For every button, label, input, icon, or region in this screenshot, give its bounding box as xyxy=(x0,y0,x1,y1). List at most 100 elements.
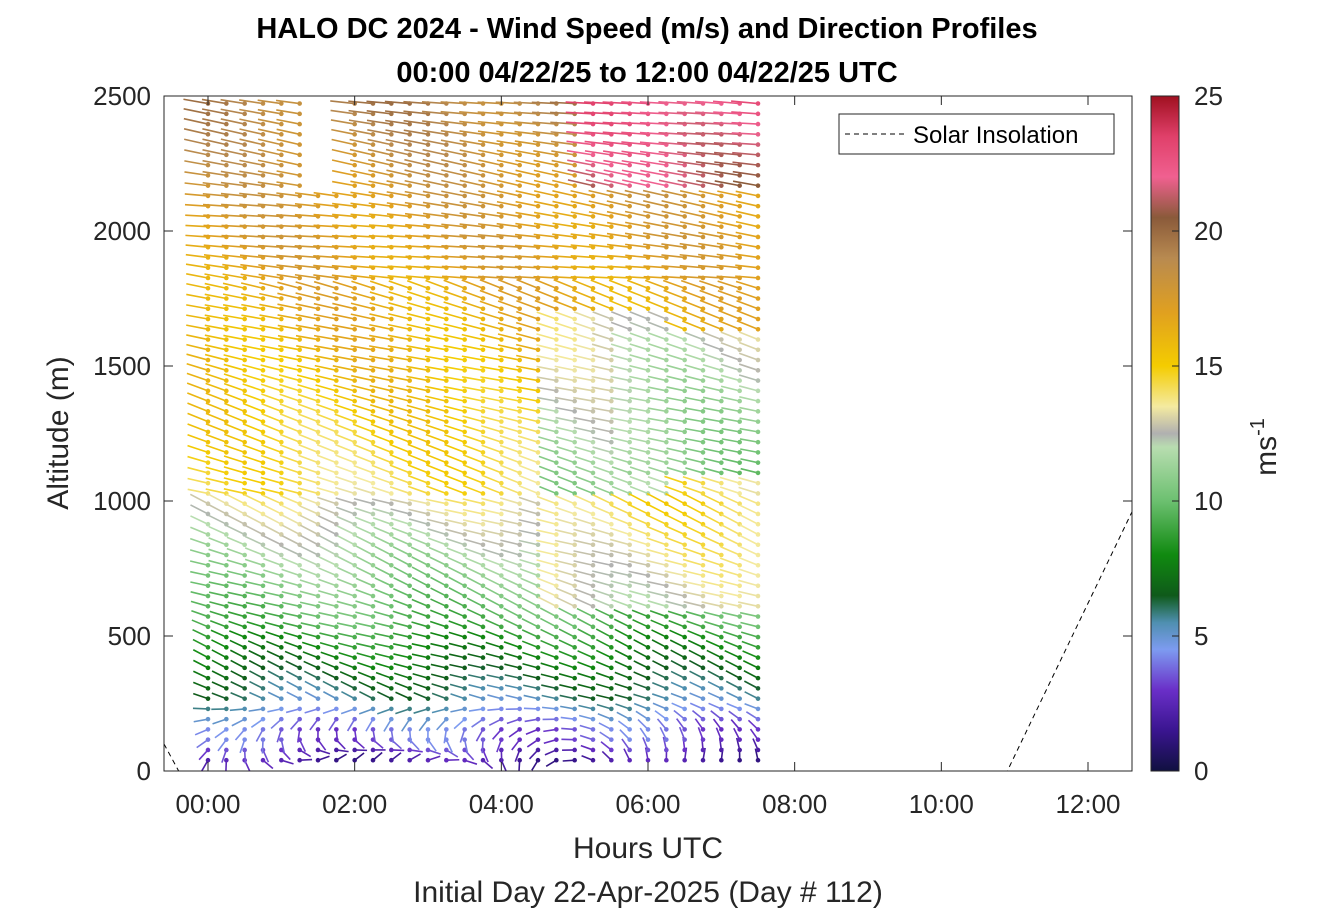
wind-barb xyxy=(192,707,209,710)
wind-barb xyxy=(565,121,594,125)
wind-barb xyxy=(661,243,685,248)
wind-barb-head xyxy=(407,439,412,445)
wind-barb xyxy=(532,140,557,146)
wind-barb-head xyxy=(315,337,321,342)
wind-barb-head xyxy=(205,337,211,342)
wind-barb-head xyxy=(627,716,632,722)
wind-barb xyxy=(576,607,594,618)
wind-barb-head xyxy=(755,604,761,609)
wind-barb-head xyxy=(682,450,687,455)
wind-barb-head xyxy=(700,368,706,373)
wind-barb xyxy=(332,345,355,351)
wind-barb-head xyxy=(755,285,761,291)
wind-barb-head xyxy=(755,306,761,312)
wind-barb-head xyxy=(242,737,247,742)
wind-barb xyxy=(411,610,429,618)
wind-barb-head xyxy=(590,214,596,219)
wind-barb xyxy=(643,243,667,248)
wind-barb-head xyxy=(444,706,449,712)
wind-barb-head xyxy=(572,419,577,424)
wind-barb-head xyxy=(389,562,394,568)
wind-barb xyxy=(611,485,630,495)
wind-barb-head xyxy=(755,347,761,353)
wind-barb xyxy=(677,179,704,187)
wind-barb-head xyxy=(664,388,669,394)
wind-barb-head xyxy=(462,665,467,671)
wind-barb xyxy=(740,458,759,464)
wind-barb-head xyxy=(627,470,632,476)
wind-barb xyxy=(335,506,355,515)
wind-barb xyxy=(187,433,209,443)
wind-barb xyxy=(371,464,392,474)
wind-barb-head xyxy=(260,429,266,435)
wind-barb xyxy=(628,570,649,577)
wind-barb xyxy=(670,670,686,679)
wind-barb-head xyxy=(572,378,577,383)
wind-barb xyxy=(495,111,520,115)
wind-barb xyxy=(279,423,300,433)
wind-barb-head xyxy=(517,132,522,137)
wind-barb xyxy=(189,537,209,546)
wind-barb-head xyxy=(572,337,577,342)
wind-barb xyxy=(384,110,410,115)
wind-barb-head xyxy=(719,583,724,589)
wind-barb-head xyxy=(297,429,302,435)
wind-barb xyxy=(276,181,300,187)
wind-barb xyxy=(629,475,649,484)
wind-barb-head xyxy=(737,234,742,240)
wind-barb xyxy=(626,279,649,289)
wind-barb-head xyxy=(242,624,247,630)
wind-barb xyxy=(462,464,484,474)
wind-barb-head xyxy=(279,132,284,137)
wind-barb-head xyxy=(224,368,229,373)
wind-barb xyxy=(559,694,575,700)
wind-barb-head xyxy=(444,152,449,158)
wind-barb xyxy=(699,280,722,289)
wind-barb-head xyxy=(389,675,394,681)
wind-barb-head xyxy=(737,624,742,630)
wind-barb xyxy=(389,453,410,464)
wind-barb xyxy=(317,496,337,505)
wind-barb xyxy=(744,691,759,700)
wind-barb xyxy=(599,731,612,741)
wind-barb xyxy=(536,322,557,331)
wind-barb xyxy=(536,518,557,525)
wind-barb-head xyxy=(700,214,706,219)
wind-barb xyxy=(239,128,264,136)
wind-barb xyxy=(263,601,282,608)
wind-barb xyxy=(295,324,319,331)
wind-barb xyxy=(479,311,502,320)
wind-barb xyxy=(459,212,484,218)
wind-barb xyxy=(239,192,264,197)
wind-barb-head xyxy=(352,686,357,691)
wind-barb-head xyxy=(737,552,742,558)
wind-barb-head xyxy=(609,285,614,291)
wind-barb xyxy=(516,300,539,310)
wind-barb xyxy=(478,223,502,228)
wind-barb xyxy=(262,513,282,525)
wind-barb xyxy=(677,151,704,156)
wind-barb xyxy=(300,622,319,628)
wind-barb-head xyxy=(499,511,504,517)
wind-barb-head xyxy=(462,706,467,712)
x-axis: 00:00 02:00 04:00 06:00 08:00 10:00 12:00 xyxy=(175,96,1121,819)
wind-barb xyxy=(468,674,484,679)
wind-barb xyxy=(279,413,300,423)
wind-barb-head xyxy=(737,429,742,435)
wind-barb-head xyxy=(755,593,761,599)
wind-barb-head xyxy=(664,419,669,424)
wind-barb-head xyxy=(535,604,541,609)
wind-barb-head xyxy=(370,542,376,548)
wind-barb-head xyxy=(297,757,302,763)
wind-barb xyxy=(481,425,502,433)
wind-barb xyxy=(276,203,300,207)
wind-barb xyxy=(295,292,319,300)
wind-barb xyxy=(412,672,429,679)
wind-barb-head xyxy=(352,183,357,188)
wind-barb xyxy=(478,190,502,197)
wind-barb-head xyxy=(535,368,541,373)
wind-barb-head xyxy=(279,265,284,271)
wind-barb-head xyxy=(297,706,302,712)
wind-barb-head xyxy=(407,460,412,465)
wind-barb-head xyxy=(480,562,486,568)
